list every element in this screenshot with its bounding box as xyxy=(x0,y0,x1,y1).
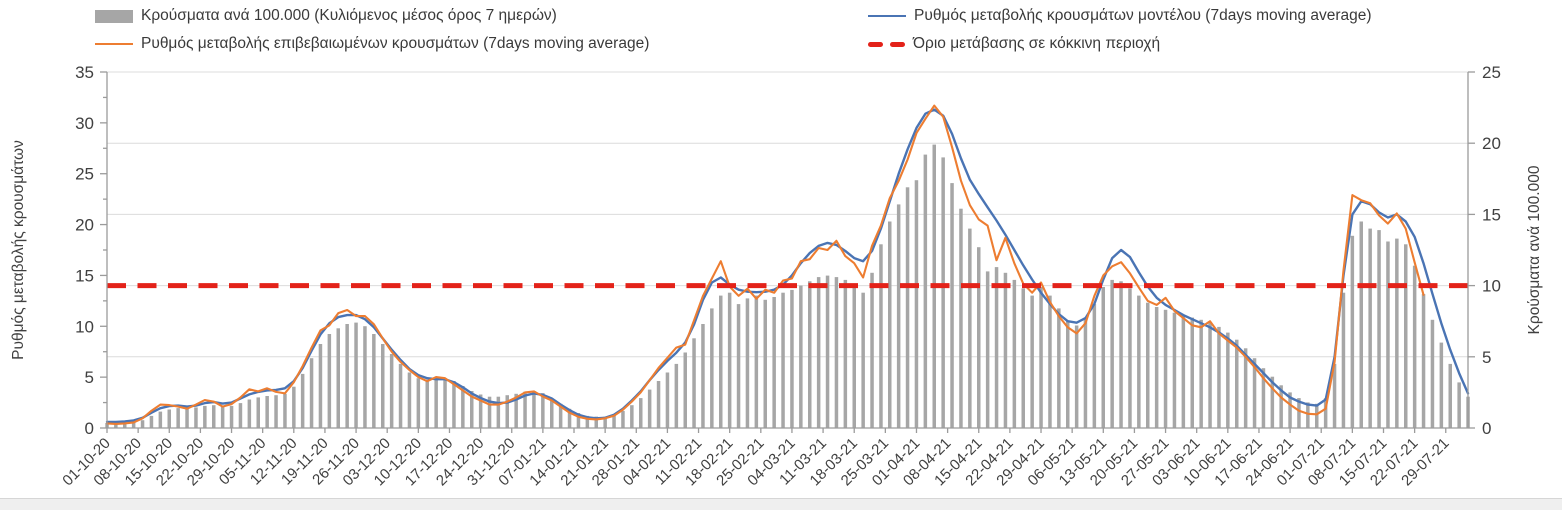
svg-text:10: 10 xyxy=(1482,277,1501,296)
svg-text:20: 20 xyxy=(75,216,94,235)
svg-text:0: 0 xyxy=(1482,419,1491,438)
svg-text:10: 10 xyxy=(75,317,94,336)
legend-label-cases-bars: Κρούσματα ανά 100.000 (Κυλιόμενος μέσος … xyxy=(141,7,557,24)
y-axis-right: 0 5 10 15 20 25 Κρούσματα ανά 100.000 xyxy=(1467,63,1543,438)
window-edge-strip xyxy=(0,498,1562,510)
legend-item-model-line: Ρυθμός μεταβολής κρουσμάτων μοντέλου (7d… xyxy=(868,7,1372,25)
confirmed-line-series xyxy=(105,104,1425,425)
legend-label-confirmed-line: Ρυθμός μεταβολής επιβεβαιωμένων κρουσμάτ… xyxy=(141,35,650,52)
svg-text:Ρυθμός μεταβολής κρουσμάτων: Ρυθμός μεταβολής κρουσμάτων xyxy=(10,140,27,360)
confirmed-line-legend-marker-icon xyxy=(95,43,133,45)
svg-text:25: 25 xyxy=(75,165,94,184)
svg-text:15: 15 xyxy=(75,266,94,285)
legend-label-threshold: Όριο μετάβασης σε κόκκινη περιοχή xyxy=(913,35,1161,52)
svg-text:35: 35 xyxy=(75,63,94,82)
svg-text:30: 30 xyxy=(75,114,94,133)
gridlines xyxy=(107,71,1468,358)
svg-text:25: 25 xyxy=(1482,63,1501,82)
svg-text:5: 5 xyxy=(85,368,94,387)
svg-text:5: 5 xyxy=(1482,348,1491,367)
svg-text:0: 0 xyxy=(85,419,94,438)
svg-text:15: 15 xyxy=(1482,205,1501,224)
legend-item-cases-bars: Κρούσματα ανά 100.000 (Κυλιόμενος μέσος … xyxy=(95,7,557,25)
bars-series xyxy=(105,144,1470,428)
y-axis-left: 0 5 10 15 20 25 30 35 Ρυθμός μεταβολής κρουσμάτω… xyxy=(10,63,108,438)
legend-item-threshold: Όριο μετάβασης σε κόκκινη περιοχή xyxy=(868,35,1160,53)
x-axis: 01-10-2008-10-2015-10-2022-10-2029-10-20… xyxy=(59,427,1468,489)
model-line-legend-marker-icon xyxy=(868,15,906,17)
svg-text:Κρούσματα ανά 100.000: Κρούσματα ανά 100.000 xyxy=(1526,165,1543,334)
legend-label-model-line: Ρυθμός μεταβολής κρουσμάτων μοντέλου (7d… xyxy=(914,7,1372,24)
threshold-legend-marker-icon xyxy=(868,41,905,47)
legend-item-confirmed-line: Ρυθμός μεταβολής επιβεβαιωμένων κρουσμάτ… xyxy=(95,35,649,53)
svg-text:20: 20 xyxy=(1482,134,1501,153)
bars-legend-marker-icon xyxy=(95,9,133,23)
